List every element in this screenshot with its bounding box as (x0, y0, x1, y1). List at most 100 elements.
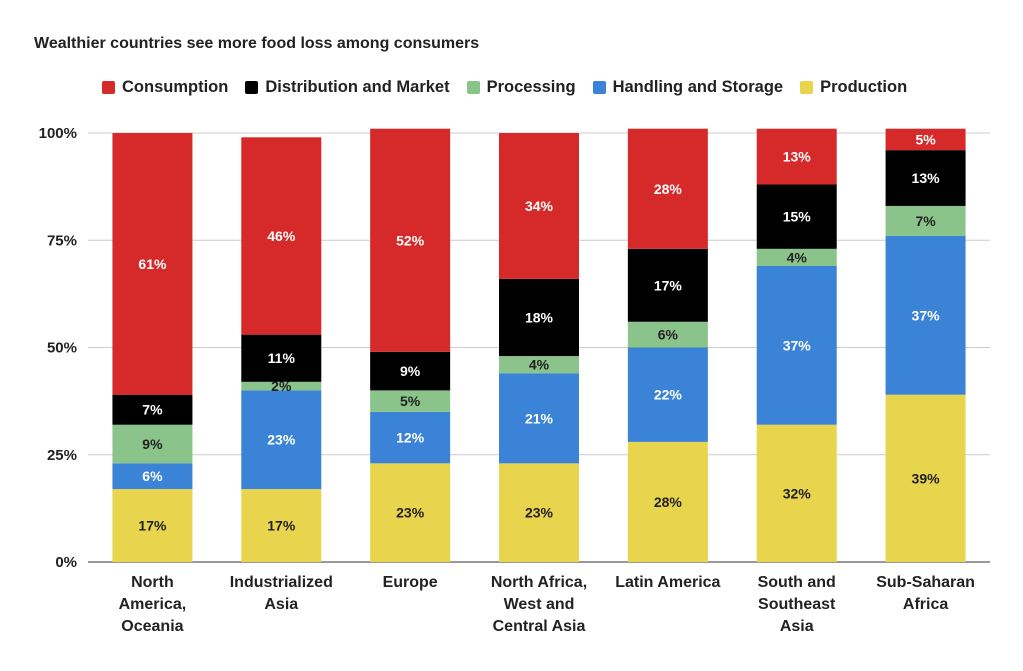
y-axis: 0% 25% 50% 75% 100% (39, 125, 77, 571)
data-label: 46% (267, 228, 296, 244)
data-label: 28% (654, 181, 683, 197)
data-label: 23% (525, 505, 554, 521)
data-label: 32% (783, 485, 812, 501)
data-label: 6% (142, 468, 163, 484)
data-label: 5% (400, 393, 421, 409)
bar-stack: 32% 37% 4% 15% 13% (756, 128, 837, 562)
bar-segment (370, 411, 451, 464)
bar-segment (112, 463, 193, 490)
y-tick-label: 75% (47, 232, 77, 249)
bar-segment (756, 128, 837, 185)
bar-segment (885, 235, 966, 395)
legend-item: Production (800, 78, 907, 97)
legend-swatch (102, 81, 115, 94)
bar-segment (627, 321, 708, 348)
x-category-label: Latin America (615, 574, 720, 591)
data-label: 52% (396, 232, 425, 248)
bar-segment (627, 441, 708, 562)
bar-segment (112, 424, 193, 464)
data-label: 9% (142, 436, 163, 452)
bar-segment (756, 184, 837, 249)
bar-stack: 39% 37% 7% 13% 5% (885, 128, 966, 562)
legend-label: Consumption (122, 78, 229, 96)
bar-stack: 17% 23% 2% 11% 46% (241, 137, 322, 562)
legend-item: Consumption (102, 78, 228, 97)
x-axis: North America, Oceania Industrialized Asia Eu… (119, 574, 975, 635)
data-label: 9% (400, 363, 421, 379)
legend-label: Distribution and Market (265, 78, 450, 96)
data-label: 28% (654, 494, 683, 510)
x-category-label: Industrialized Asia (230, 574, 333, 613)
legend-item: Handling and Storage (592, 78, 784, 97)
bar-segment (241, 390, 322, 490)
data-label: 13% (912, 170, 941, 186)
data-label: 37% (783, 337, 812, 353)
bar-stack: 28% 22% 6% 17% 28% (627, 128, 708, 562)
y-tick-label: 0% (55, 554, 77, 571)
bar-segment (241, 137, 322, 335)
bar-stack: 23% 12% 5% 9% 52% (370, 128, 451, 562)
x-category-label: North Africa, West and Central Asia (491, 574, 587, 635)
legend-label: Handling and Storage (612, 78, 784, 96)
legend-swatch (592, 81, 606, 94)
data-label: 18% (525, 309, 554, 325)
x-category-label: Europe (383, 574, 438, 591)
bar-segment (370, 390, 451, 412)
bar-segment (627, 248, 708, 322)
bar-segment (370, 463, 451, 562)
bar-segment (885, 128, 966, 151)
data-label: 17% (138, 518, 167, 534)
bar-segment (370, 351, 451, 391)
bar-segment (756, 265, 837, 425)
bar-segment (885, 150, 966, 206)
x-category-label: North America, Oceania (119, 574, 187, 635)
legend-label: Production (820, 78, 908, 96)
bar-segment (627, 128, 708, 249)
data-label: 22% (654, 387, 683, 403)
data-label: 12% (396, 430, 425, 446)
data-label: 7% (142, 402, 163, 418)
bar-segment (112, 489, 193, 562)
legend-item: Processing (466, 78, 576, 97)
legend-swatch (245, 81, 259, 94)
data-label: 61% (138, 256, 167, 272)
legend-swatch (800, 81, 814, 94)
data-label: 4% (529, 357, 550, 373)
bar-segment (499, 463, 579, 562)
data-label: 5% (915, 131, 936, 147)
data-label: 21% (525, 410, 554, 426)
data-label: 6% (658, 327, 679, 343)
bar-segment (241, 381, 322, 391)
chart-title: Wealthier countries see more food loss a… (34, 35, 480, 52)
data-label: 15% (783, 209, 812, 225)
data-label: 37% (912, 307, 941, 323)
bar-segment (241, 334, 322, 382)
data-label: 17% (654, 277, 683, 293)
bar-segment (499, 278, 579, 357)
bar-segment (112, 394, 193, 425)
bar-segment (112, 133, 193, 395)
data-label: 2% (271, 378, 292, 394)
bar-segment (756, 424, 837, 562)
y-tick-label: 100% (39, 125, 77, 142)
data-label: 39% (912, 470, 941, 486)
bar-stack: 17% 6% 9% 7% 61% (112, 133, 193, 562)
bar-segment (627, 347, 708, 442)
bar-stack: 23% 21% 4% 18% 34% (499, 133, 579, 562)
x-category-label: South and Southeast Asia (758, 574, 836, 635)
bar-segment (499, 373, 579, 464)
y-tick-label: 25% (47, 447, 77, 464)
data-label: 13% (783, 149, 812, 165)
x-category-label: Sub-Saharan Africa (876, 574, 975, 613)
bar-segment (885, 205, 966, 236)
legend-item: Distribution and Market (245, 78, 450, 97)
legend-label: Processing (486, 78, 576, 96)
data-label: 23% (396, 505, 425, 521)
data-label: 4% (787, 249, 808, 265)
bar-segment (499, 356, 579, 374)
data-label: 34% (525, 198, 554, 214)
legend-swatch (466, 81, 480, 94)
data-label: 17% (267, 518, 296, 534)
bar-stacks: 17%6%9%7%61%17%23%2%11%46%23%12%5%9%52%2… (112, 128, 966, 562)
